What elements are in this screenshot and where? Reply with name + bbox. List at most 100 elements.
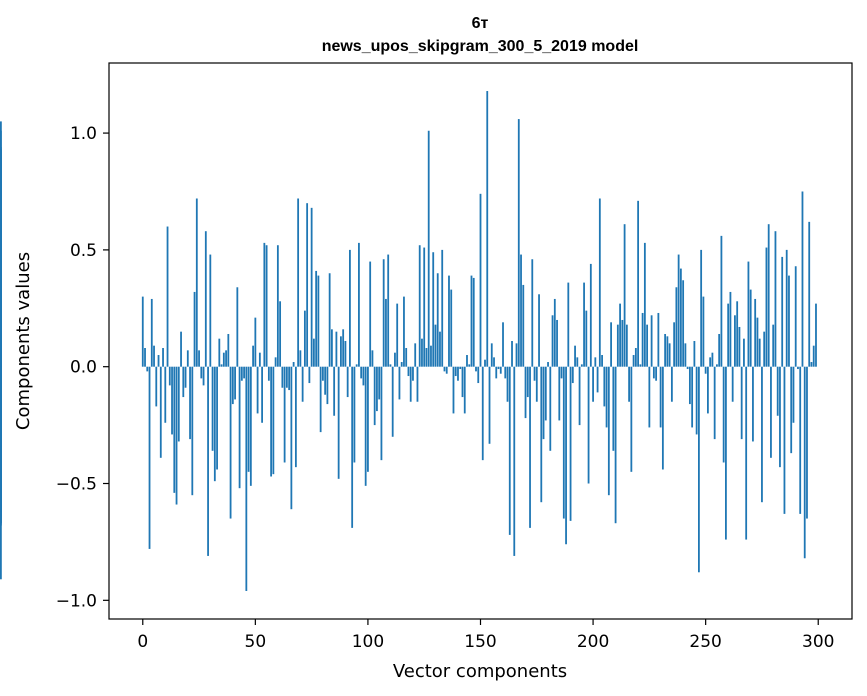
bar: [781, 256, 784, 367]
bar: [416, 366, 419, 402]
bar: [704, 366, 707, 374]
bar: [355, 364, 358, 367]
bar: [299, 350, 302, 367]
bar: [571, 366, 574, 384]
bar: [738, 326, 741, 367]
bar: [639, 364, 642, 367]
bar: [204, 231, 207, 367]
bar: [747, 261, 750, 367]
bar: [234, 366, 236, 400]
bar: [666, 336, 669, 367]
x-tick-label: 50: [245, 632, 267, 652]
bar: [652, 366, 655, 379]
bar: [409, 366, 412, 402]
bar: [177, 366, 180, 442]
bar: [792, 366, 795, 423]
bar: [182, 366, 185, 398]
bar: [331, 329, 333, 367]
bar: [806, 366, 808, 519]
bar: [484, 359, 486, 367]
bar: [195, 198, 198, 367]
bar: [763, 331, 766, 367]
bar: [243, 366, 245, 379]
bar: [454, 366, 457, 377]
bar: [625, 324, 628, 367]
bar: [707, 366, 709, 414]
bar: [391, 366, 394, 437]
bar: [281, 366, 284, 388]
bar: [711, 352, 714, 367]
bar: [218, 338, 221, 367]
bar: [328, 273, 331, 367]
y-tick-label: −0.5: [56, 475, 97, 495]
bar: [371, 350, 374, 367]
bar: [619, 303, 621, 367]
bar: [247, 366, 250, 472]
bar: [407, 366, 410, 377]
bar: [535, 366, 538, 402]
bar: [743, 338, 745, 367]
bar: [211, 366, 214, 451]
bar: [463, 366, 466, 414]
bar: [216, 366, 218, 470]
bar: [394, 352, 396, 367]
bar: [698, 366, 700, 573]
bar: [225, 350, 227, 367]
bar: [364, 366, 367, 486]
bar: [346, 366, 349, 398]
bar: [799, 366, 802, 514]
bar: [655, 366, 658, 381]
bar: [774, 231, 777, 367]
bar: [146, 366, 149, 372]
bar: [403, 296, 405, 367]
bar: [603, 366, 606, 407]
bar: [648, 366, 651, 428]
y-tick-label: 0.0: [70, 358, 97, 378]
bar: [400, 362, 403, 367]
bar: [382, 259, 385, 367]
bar: [702, 296, 705, 367]
bar: [716, 364, 718, 367]
bar: [761, 366, 763, 503]
bar: [209, 254, 212, 367]
x-tick-label: 100: [352, 632, 384, 652]
bar: [745, 366, 748, 540]
bar: [470, 275, 473, 367]
bar: [574, 345, 576, 367]
bar: [502, 322, 504, 367]
bar: [693, 341, 696, 367]
bar: [623, 224, 626, 367]
bar: [700, 249, 703, 367]
bar: [650, 315, 653, 367]
plot-frame: [108, 62, 853, 620]
bar: [612, 366, 615, 451]
bar: [452, 366, 455, 414]
bar: [544, 366, 547, 421]
bar: [513, 366, 516, 556]
bar: [434, 324, 437, 367]
bar: [326, 366, 329, 405]
bar: [533, 366, 536, 381]
bar: [290, 366, 293, 510]
bar: [661, 366, 664, 470]
bar: [468, 364, 471, 367]
bar: [560, 366, 563, 379]
bar: [594, 357, 597, 367]
bar: [439, 331, 441, 367]
bar: [709, 357, 712, 367]
bar: [398, 366, 401, 400]
bar: [675, 287, 678, 367]
bar: [0, 193, 2, 367]
bar: [317, 275, 320, 367]
bar: [153, 345, 155, 367]
bar: [310, 207, 313, 367]
bar: [772, 324, 775, 367]
bar: [274, 357, 277, 367]
bar: [418, 245, 421, 367]
bar: [587, 366, 590, 484]
bar: [168, 366, 171, 386]
bar: [337, 366, 340, 479]
bar: [222, 352, 225, 367]
bar: [495, 366, 498, 379]
